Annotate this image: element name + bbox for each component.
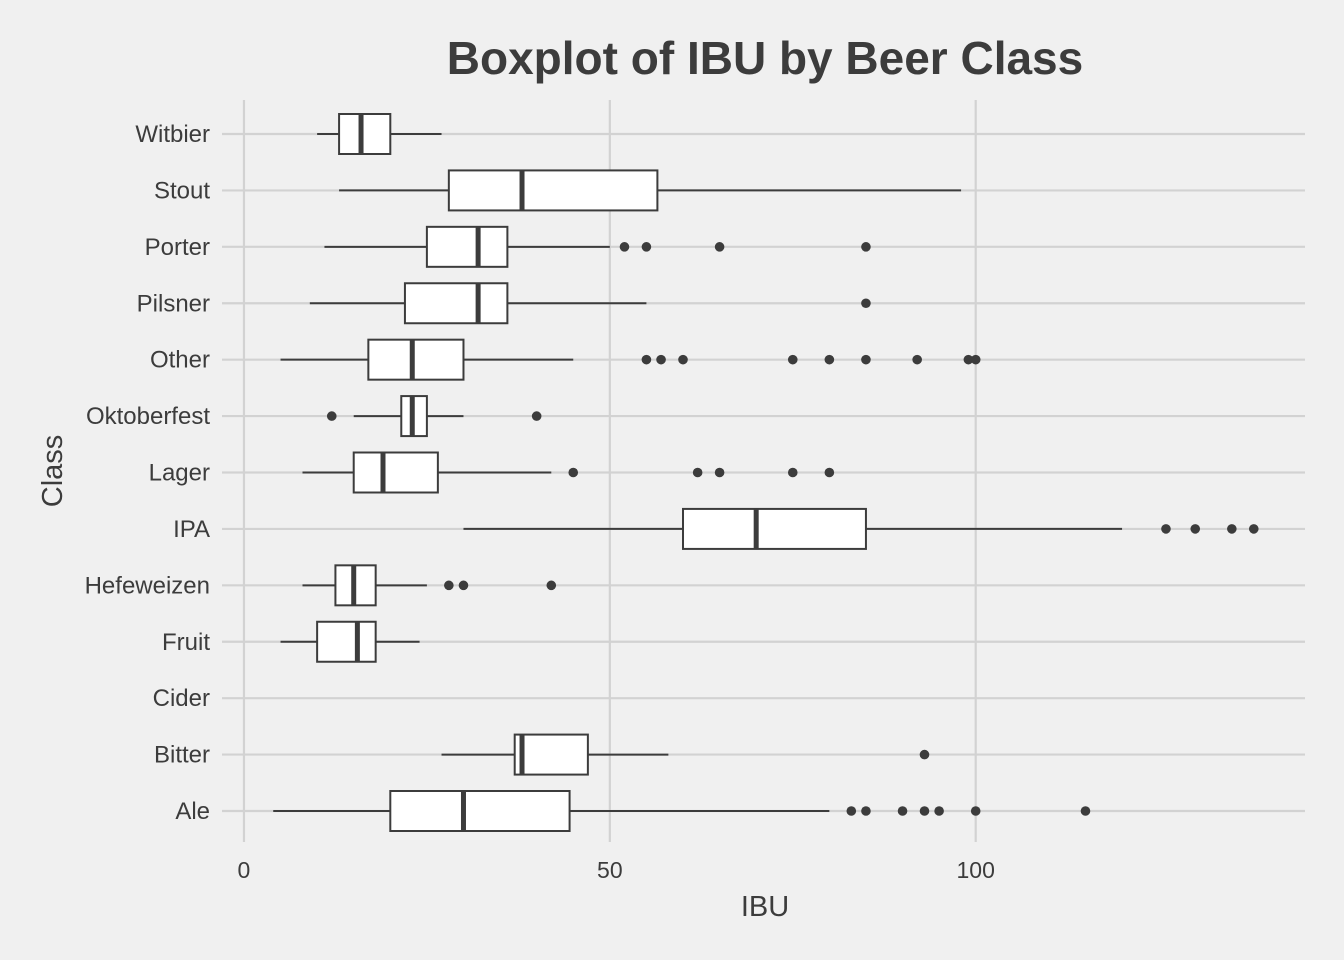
outlier-point xyxy=(824,467,835,478)
outlier-point xyxy=(326,411,337,421)
box-iqr xyxy=(367,338,465,381)
outlier-point xyxy=(568,467,579,478)
outlier-point xyxy=(919,749,930,760)
box-ipa xyxy=(463,507,1259,550)
box-hefeweizen xyxy=(302,564,557,607)
box-pilsner xyxy=(309,282,871,325)
outlier-point xyxy=(678,354,688,365)
outlier-point xyxy=(692,467,703,478)
box-other xyxy=(280,338,981,381)
box-iqr xyxy=(682,507,867,550)
outlier-point xyxy=(934,806,944,816)
outlier-point xyxy=(714,242,725,252)
y-tick-label: Hefeweizen xyxy=(85,572,210,599)
x-axis-title: IBU xyxy=(741,891,789,923)
y-tick-label: Other xyxy=(150,347,210,374)
outlier-point xyxy=(912,354,922,365)
x-tick-labels: 0 50 100 xyxy=(238,857,995,883)
outlier-point xyxy=(1248,524,1259,534)
outlier-point xyxy=(1227,524,1237,534)
y-tick-label: Porter xyxy=(145,234,210,261)
x-tick-label: 0 xyxy=(238,857,251,883)
outlier-point xyxy=(846,806,857,816)
box-stout xyxy=(339,169,962,212)
y-axis-title: Class xyxy=(37,435,69,508)
box-iqr xyxy=(352,451,439,494)
outlier-point xyxy=(641,354,652,365)
outlier-point xyxy=(458,580,469,591)
box-porter xyxy=(324,225,871,268)
y-tick-label: Cider xyxy=(153,685,210,712)
y-tick-label: Ale xyxy=(175,798,210,825)
chart-title: Boxplot of IBU by Beer Class xyxy=(447,32,1083,84)
outlier-point xyxy=(861,806,871,816)
box-iqr xyxy=(338,113,392,155)
outlier-point xyxy=(970,806,981,816)
outlier-point xyxy=(861,242,871,252)
y-tick-label: Lager xyxy=(149,460,210,487)
box-iqr xyxy=(425,225,509,268)
y-tick-label: Oktoberfest xyxy=(86,403,210,430)
box-iqr xyxy=(389,790,571,832)
box-fruit xyxy=(280,620,420,663)
outlier-point xyxy=(1190,524,1201,534)
box-iqr xyxy=(316,620,377,663)
outlier-point xyxy=(963,354,974,365)
outlier-point xyxy=(970,354,981,365)
box-witbier xyxy=(317,113,442,155)
outlier-point xyxy=(861,298,871,309)
y-tick-label: Bitter xyxy=(154,742,210,769)
x-tick-label: 100 xyxy=(957,857,995,883)
outlier-point xyxy=(444,580,454,591)
outlier-point xyxy=(714,467,725,478)
y-tick-label: Fruit xyxy=(162,629,210,656)
y-tick-labels: Ale Bitter Cider Fruit Hefeweizen IPA Lager Okt… xyxy=(85,121,211,825)
outlier-point xyxy=(641,242,652,252)
y-tick-label: Stout xyxy=(154,177,210,204)
outlier-point xyxy=(1080,806,1091,816)
outlier-point xyxy=(861,354,871,365)
outlier-point xyxy=(824,354,835,365)
box-iqr xyxy=(447,169,659,212)
box-oktoberfest xyxy=(326,395,542,438)
outlier-point xyxy=(897,806,908,816)
box-ale xyxy=(273,790,1091,832)
y-tick-label: Pilsner xyxy=(137,290,210,317)
y-tick-label: IPA xyxy=(173,516,210,543)
outlier-point xyxy=(787,467,798,478)
y-tick-label: Witbier xyxy=(135,121,210,148)
outlier-point xyxy=(919,806,930,816)
outlier-point xyxy=(531,411,542,421)
box-bitter xyxy=(441,733,930,776)
outlier-point xyxy=(656,354,666,365)
outlier-point xyxy=(546,580,557,591)
box-lager xyxy=(302,451,835,494)
outlier-point xyxy=(619,242,630,252)
x-tick-label: 50 xyxy=(597,857,623,883)
outlier-point xyxy=(787,354,798,365)
box-iqr xyxy=(513,733,589,776)
outlier-point xyxy=(1161,524,1171,534)
box-iqr xyxy=(403,282,509,325)
box-marks xyxy=(273,113,1259,832)
